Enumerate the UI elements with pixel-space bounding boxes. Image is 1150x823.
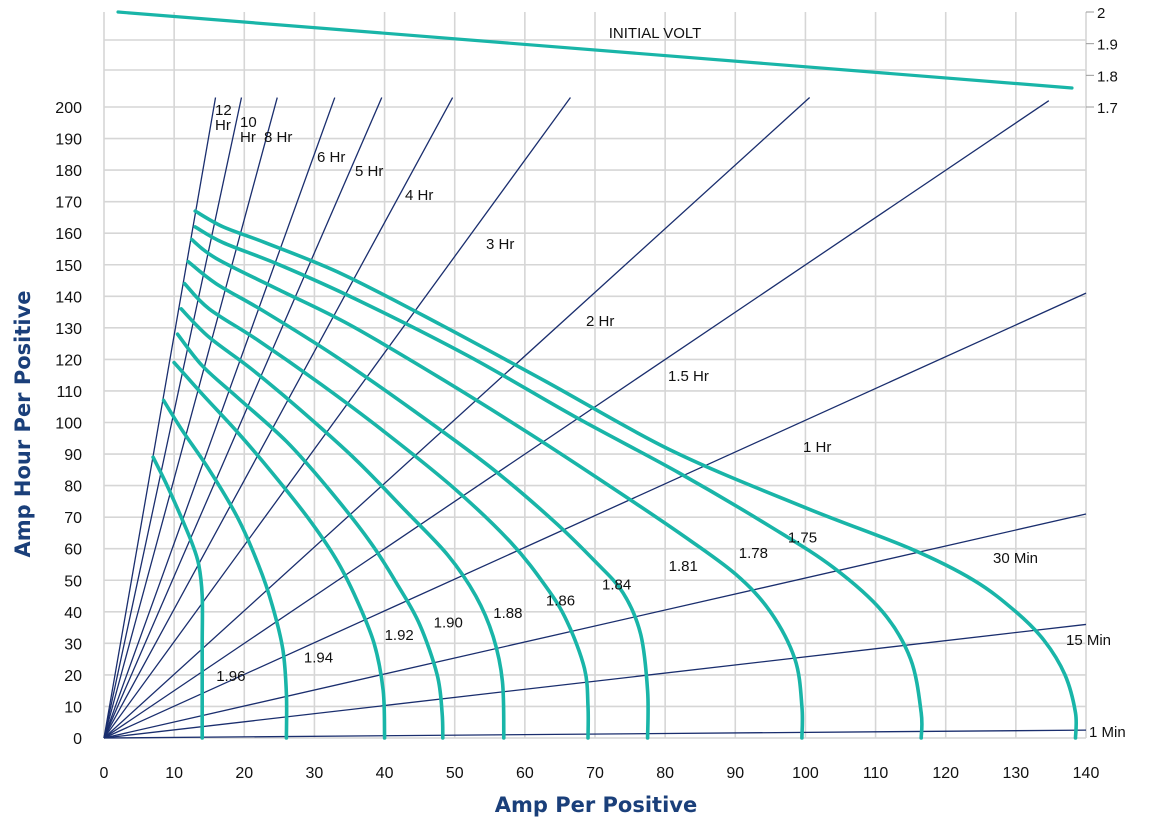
rate-line-label: 1 Min (1089, 724, 1126, 741)
x-tick-label: 100 (792, 765, 819, 782)
rate-line (103, 97, 811, 739)
voltage-curve (161, 398, 289, 740)
x-tick-label: 60 (516, 765, 534, 782)
y-tick-label: 10 (64, 699, 82, 716)
rate-line (103, 292, 1087, 739)
x-tick-label: 120 (932, 765, 959, 782)
x-tick-label: 50 (446, 765, 464, 782)
rate-line-label: 2 Hr (586, 313, 614, 330)
voltage-curve-label: 1.75 (788, 529, 817, 546)
y-tick-label: 40 (64, 605, 82, 622)
voltage-curve (175, 332, 445, 740)
y-tick-label: 100 (55, 416, 82, 433)
y-tick-label: 0 (73, 731, 82, 748)
y-axis-title: Amp Hour Per Positive (11, 290, 35, 557)
voltage-curve (182, 281, 591, 740)
x-tick-label: 20 (235, 765, 253, 782)
rate-line (103, 97, 336, 739)
rate-line (103, 97, 571, 739)
voltage-curve (179, 307, 506, 740)
x-tick-label: 110 (863, 765, 889, 782)
rate-line-label: Hr (215, 117, 231, 134)
y-tick-label: 190 (55, 132, 82, 149)
voltage-curve-label: 1.86 (546, 592, 575, 609)
y-tick-label: 140 (55, 289, 82, 306)
rate-line-label: 3 Hr (486, 236, 514, 253)
x-axis-title: Amp Per Positive (495, 793, 697, 817)
x-tick-label: 130 (1003, 765, 1030, 782)
y-tick-label: 70 (64, 510, 82, 527)
grid (103, 12, 1087, 739)
voltage-curve-label: 1.81 (669, 558, 698, 575)
volt-tick-label: 2 (1097, 5, 1105, 22)
initial-volt-label: INITIAL VOLT (609, 25, 702, 42)
voltage-curve (193, 225, 924, 740)
x-tick-label: 10 (165, 765, 183, 782)
rate-line (103, 97, 217, 739)
voltage-curve-label: 1.88 (493, 605, 522, 622)
voltage-curve (193, 209, 1079, 740)
rate-line-label: 4 Hr (405, 187, 433, 204)
rate-line-label: 5 Hr (355, 163, 383, 180)
x-tick-label: 0 (100, 765, 109, 782)
y-tick-label: 80 (64, 479, 82, 496)
y-tick-label: 120 (55, 352, 82, 369)
y-tick-label: 130 (55, 321, 82, 338)
voltage-curve-label: 1.84 (602, 577, 631, 594)
x-tick-label: 80 (656, 765, 674, 782)
rate-line (103, 623, 1087, 739)
y-tick-label: 20 (64, 668, 82, 685)
y-tick-label: 170 (55, 195, 82, 212)
voltage-curve-label: 1.94 (304, 649, 333, 666)
rate-line-label: 15 Min (1066, 632, 1111, 649)
x-tick-label: 90 (726, 765, 744, 782)
y-tick-label: 90 (64, 447, 82, 464)
voltage-curve-label: 1.90 (434, 615, 463, 632)
y-tick-label: 60 (64, 542, 82, 559)
rate-line-label: 1 Hr (803, 439, 831, 456)
y-tick-label: 30 (64, 636, 82, 653)
volt-tick-label: 1.7 (1097, 100, 1118, 117)
voltage-curve-label: 1.92 (385, 627, 414, 644)
rate-line (103, 97, 454, 739)
x-tick-label: 40 (376, 765, 394, 782)
voltage-curve (189, 237, 805, 740)
rate-line-label: 10 (240, 114, 257, 131)
rate-line-label: 30 Min (993, 550, 1038, 567)
axes: 0 10 20 30 40 50 60 70 80 90 100 110 120 130 140 0 10 20 3… (55, 5, 1118, 782)
y-tick-label: 180 (55, 163, 82, 180)
rate-lines (103, 97, 1087, 739)
voltage-curve-label: 1.78 (739, 545, 768, 562)
rate-line (103, 97, 383, 739)
rate-line-label: 6 Hr (317, 149, 345, 166)
rate-line-label: 8 Hr (264, 129, 292, 146)
voltage-curve (151, 455, 205, 740)
y-tick-label: 150 (55, 258, 82, 275)
y-tick-label: 160 (55, 226, 82, 243)
y-tick-label: 200 (55, 100, 82, 117)
initial-volt-line (116, 10, 1074, 90)
x-tick-label: 70 (586, 765, 604, 782)
y-tick-label: 110 (56, 384, 82, 401)
x-tick-label: 30 (306, 765, 324, 782)
volt-tick-label: 1.8 (1097, 68, 1118, 85)
x-tick-label: 140 (1073, 765, 1100, 782)
voltage-curve-label: 1.96 (216, 668, 245, 685)
voltage-curve (186, 259, 650, 740)
rate-line (103, 513, 1087, 739)
rate-line-label: 12 (215, 102, 232, 119)
voltage-curve (172, 360, 387, 740)
rate-line-label: Hr (240, 129, 256, 146)
voltage-curves (116, 10, 1079, 740)
volt-tick-label: 1.9 (1097, 37, 1118, 54)
rate-line (103, 97, 278, 739)
rate-line-label: 1.5 Hr (668, 368, 709, 385)
y-tick-label: 50 (64, 573, 82, 590)
